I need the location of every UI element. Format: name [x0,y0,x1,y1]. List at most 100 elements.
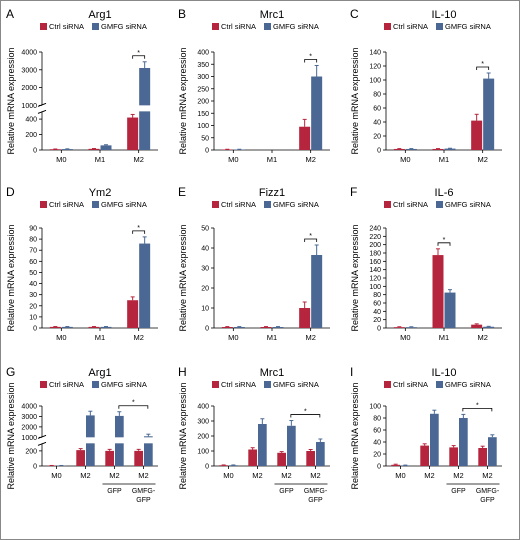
y-tick-label: 80 [373,92,381,99]
x-tick-label: M0 [400,155,410,164]
y-tick-label: 300 [197,419,209,426]
sig-bracket [462,408,493,412]
legend-label-ctrl: Ctrl siRNA [393,380,428,389]
axis-break-mark [37,441,47,446]
x-tick-label: M2 [281,471,291,480]
y-tick-label: 0 [33,464,37,471]
y-tick-label: 40 [373,440,381,447]
sig-star: * [443,237,446,244]
bar-gmfg [258,424,267,466]
x-tick-label: M2 [252,471,262,480]
legend-swatch-gmfg [436,201,443,208]
bar-ctrl [105,450,114,466]
y-tick-label: 140 [369,50,381,57]
sig-bracket [118,405,149,409]
bar-ctrl [88,148,100,150]
legend-label-ctrl: Ctrl siRNA [49,200,84,209]
x-tick-label: M0 [56,333,66,342]
x-tick-label: M0 [400,333,410,342]
y-tick-label: 90 [29,226,37,233]
bar-gmfg [272,327,284,328]
group-label: GFP [136,497,151,504]
legend-swatch-gmfg [264,201,271,208]
bar-gmfg [430,413,439,466]
break-band [133,437,154,444]
sig-star: * [304,409,307,416]
y-axis-label: Relative mRNA expression [178,382,188,489]
x-tick-label: M2 [424,471,434,480]
y-tick-label: 0 [205,148,209,155]
y-axis-label: Relative mRNA expression [6,382,16,489]
bar-gmfg [311,255,323,328]
y-axis-label: Relative mRNA expression [178,47,188,154]
x-tick-label: M2 [133,333,143,342]
y-tick-label: 2000 [21,424,37,431]
legend-swatch-ctrl [40,23,47,30]
axis-break-mark [37,109,47,114]
axis-break-mark [37,434,47,439]
x-tick-label: M0 [223,471,233,480]
sig-bracket [304,59,318,63]
panel-letter: D [6,185,15,199]
x-tick-label: M2 [305,155,315,164]
panel-title: Ym2 [89,187,112,199]
y-tick-label: 220 [369,234,381,241]
y-tick-label: 4000 [21,50,37,57]
bar-gmfg [488,437,497,466]
legend-swatch-ctrl [384,381,391,388]
y-tick-label: 10 [201,306,209,313]
bar-gmfg [233,327,245,328]
bar-ctrl [221,327,233,328]
x-tick-label: M2 [453,471,463,480]
legend-label-ctrl: Ctrl siRNA [49,22,84,31]
legend-swatch-gmfg [92,381,99,388]
y-tick-label: 60 [373,301,381,308]
y-tick-label: 20 [373,452,381,459]
panel-title: Mrc1 [260,367,284,379]
bar-ctrl [127,117,139,150]
y-tick-label: 40 [373,309,381,316]
bar-ctrl [299,308,311,328]
y-tick-label: 20 [373,134,381,141]
break-band [88,105,112,112]
y-tick-label: 0 [377,464,381,471]
x-tick-label: M1 [439,155,449,164]
y-axis-label: Relative mRNA expression [350,47,360,154]
y-tick-label: 400 [197,50,209,57]
legend-label-gmfg: GMFG siRNA [273,380,319,389]
y-tick-label: 200 [25,132,37,139]
bar-gmfg [229,465,238,466]
panel-title: Fizz1 [259,187,285,199]
x-tick-label: M2 [477,155,487,164]
legend-label-gmfg: GMFG siRNA [101,380,147,389]
bar-gmfg [139,243,151,328]
sig-star: * [137,225,140,232]
y-tick-label: 200 [369,242,381,249]
x-tick-label: M2 [109,471,119,480]
y-tick-label: 160 [369,259,381,266]
legend-label-gmfg: GMFG siRNA [445,200,491,209]
sig-star: * [309,233,312,240]
group-label: GFP [279,488,294,495]
x-tick-label: M1 [95,155,105,164]
y-tick-label: 50 [201,135,209,142]
break-band [126,105,151,112]
legend-label-gmfg: GMFG siRNA [273,22,319,31]
bar-gmfg [311,76,323,150]
group-label: GMFG- [132,488,156,495]
panel-letter: A [6,7,14,21]
panel-title: IL-10 [431,9,456,21]
panel-letter: F [350,185,357,199]
sig-star: * [481,61,484,68]
panel-letter: I [350,365,353,379]
sig-star: * [309,53,312,60]
y-tick-label: 20 [29,303,37,310]
y-tick-label: 100 [369,404,381,411]
sig-bracket [437,242,451,246]
sig-star: * [476,402,479,409]
y-tick-label: 4000 [21,404,37,411]
bar-gmfg [100,326,112,328]
bar-ctrl [471,120,483,150]
